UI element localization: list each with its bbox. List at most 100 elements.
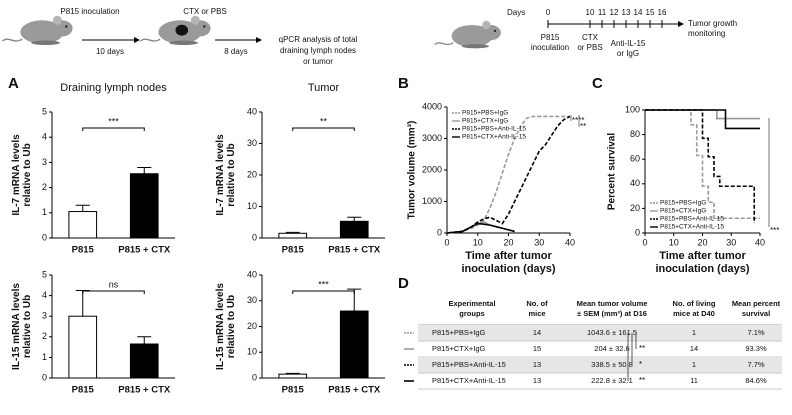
significance: **** bbox=[572, 116, 584, 125]
y-tick-label: 20 bbox=[247, 169, 257, 179]
y-axis-label-line: relative to Ub bbox=[226, 143, 237, 206]
significance: * bbox=[639, 360, 642, 369]
panel-label: D bbox=[398, 275, 409, 292]
error-bar bbox=[285, 231, 300, 234]
significance: ** bbox=[639, 376, 645, 385]
y-axis-label-line: IL-15 mRNA levels bbox=[215, 283, 226, 370]
y-tick-label: 40 bbox=[247, 106, 257, 116]
y-axis-label-line: relative to Ub bbox=[22, 143, 33, 206]
significance-bracket bbox=[627, 333, 637, 381]
mouse-icon bbox=[1, 15, 73, 46]
table-cell: 338.5 ± 50.8 bbox=[591, 360, 633, 369]
chart-title: Tumor bbox=[308, 82, 340, 94]
table-row-bg bbox=[418, 357, 782, 373]
mouse-tail bbox=[139, 38, 161, 42]
y-tick-label: 1 bbox=[42, 207, 47, 217]
table-cell: P815+CTX+Anti-IL-15 bbox=[432, 376, 506, 385]
y-tick-label: 4000 bbox=[422, 101, 442, 111]
y-axis-label: IL-7 mRNA levels relative to Ub bbox=[215, 134, 237, 216]
table-header: No. of living bbox=[673, 299, 716, 308]
table-cell: 11 bbox=[690, 376, 698, 385]
y-tick-label: 100 bbox=[625, 104, 640, 114]
mouse-ear bbox=[190, 15, 200, 25]
y-axis-label: Tumor volume (mm³) bbox=[407, 121, 418, 220]
tumor bbox=[175, 24, 189, 36]
x-tick-label: 40 bbox=[755, 237, 765, 247]
table-header: mice at D40 bbox=[673, 309, 715, 318]
table-cell: 84.6% bbox=[745, 376, 767, 385]
legend-label: P815+CTX+IgG bbox=[660, 208, 706, 215]
panel-label: A bbox=[8, 75, 19, 92]
error-bar bbox=[137, 166, 152, 174]
error-bar bbox=[75, 204, 90, 212]
x-tick-label: P815 bbox=[282, 245, 305, 256]
y-axis-label-line: IL-7 mRNA levels bbox=[215, 134, 226, 216]
table-cell: P815+PBS+Anti-IL-15 bbox=[432, 360, 506, 369]
y-axis-label: IL-7 mRNA levels relative to Ub bbox=[11, 134, 33, 216]
x-tick-label: P815 + CTX bbox=[118, 245, 171, 256]
label: CTX bbox=[582, 33, 599, 42]
table-header: Mean percent bbox=[732, 299, 781, 308]
table-cell: 93.3% bbox=[745, 344, 767, 353]
series-line bbox=[645, 109, 756, 224]
error-bar bbox=[285, 372, 300, 375]
error-bar bbox=[347, 216, 362, 222]
day-label: 14 bbox=[634, 8, 643, 17]
legend-label: P815+PBS+Anti-IL-15 bbox=[462, 126, 526, 133]
y-tick-label: 60 bbox=[630, 154, 640, 164]
x-axis-label: inoculation (days) bbox=[461, 263, 555, 275]
arrow-head bbox=[134, 37, 140, 43]
x-tick-label: 20 bbox=[503, 237, 513, 247]
label: P815 bbox=[541, 33, 560, 42]
mouse-eye bbox=[65, 25, 68, 28]
label: P815 inoculation bbox=[60, 7, 119, 16]
label: Anti-IL-15 bbox=[611, 39, 646, 48]
x-tick-label: P815 + CTX bbox=[328, 385, 381, 396]
mouse-ear bbox=[482, 20, 491, 30]
label: CTX or PBS bbox=[183, 7, 227, 16]
x-tick-label: 10 bbox=[669, 237, 679, 247]
series-line bbox=[446, 222, 515, 234]
significance: *** bbox=[108, 116, 119, 126]
x-axis-label: inoculation (days) bbox=[655, 263, 749, 275]
label: 8 days bbox=[224, 47, 248, 56]
table-cell: 222.8 ± 32.1 bbox=[591, 376, 633, 385]
mouse-feet bbox=[31, 40, 60, 46]
y-tick-label: 0 bbox=[252, 232, 257, 242]
bar bbox=[129, 173, 159, 239]
bar bbox=[68, 315, 98, 379]
y-axis-label-line: Tumor volume (mm³) bbox=[407, 121, 418, 220]
table-header: No. of bbox=[526, 299, 548, 308]
y-tick-label: 2000 bbox=[422, 164, 442, 174]
table-header: ± SEM (mm³) at D16 bbox=[577, 309, 647, 318]
table-header: groups bbox=[459, 309, 484, 318]
label: or tumor bbox=[303, 57, 333, 66]
significance: *** bbox=[770, 226, 779, 235]
label: qPCR analysis of total bbox=[279, 35, 358, 44]
arrow-head bbox=[256, 37, 262, 43]
y-tick-label: 0 bbox=[42, 372, 47, 382]
y-tick-label: 30 bbox=[247, 295, 257, 305]
x-tick-label: 40 bbox=[565, 237, 575, 247]
bar bbox=[278, 232, 308, 239]
y-axis-label-line: Percent survival bbox=[607, 133, 618, 210]
x-axis-label: Time after tumor bbox=[465, 250, 552, 262]
y-tick-label: 10 bbox=[247, 347, 257, 357]
y-tick-label: 1000 bbox=[422, 196, 442, 206]
label: monitoring bbox=[688, 29, 725, 38]
table-cell: 14 bbox=[690, 344, 698, 353]
label: draining lymph nodes bbox=[280, 46, 356, 55]
y-tick-label: 3 bbox=[42, 157, 47, 167]
bar bbox=[68, 211, 98, 239]
legend-label: P815+CTX+Anti-IL-15 bbox=[660, 224, 724, 231]
y-axis-label-line: IL-15 mRNA levels bbox=[11, 283, 22, 370]
x-tick-label: 0 bbox=[642, 237, 647, 247]
y-axis-label-line: relative to Ub bbox=[22, 295, 33, 358]
bar bbox=[278, 373, 308, 379]
table-cell: 13 bbox=[533, 360, 541, 369]
series-line bbox=[645, 109, 760, 220]
mouse-feet bbox=[461, 44, 489, 49]
x-tick-label: P815 bbox=[72, 385, 95, 396]
y-tick-label: 1 bbox=[42, 352, 47, 362]
error-bar bbox=[137, 336, 152, 345]
